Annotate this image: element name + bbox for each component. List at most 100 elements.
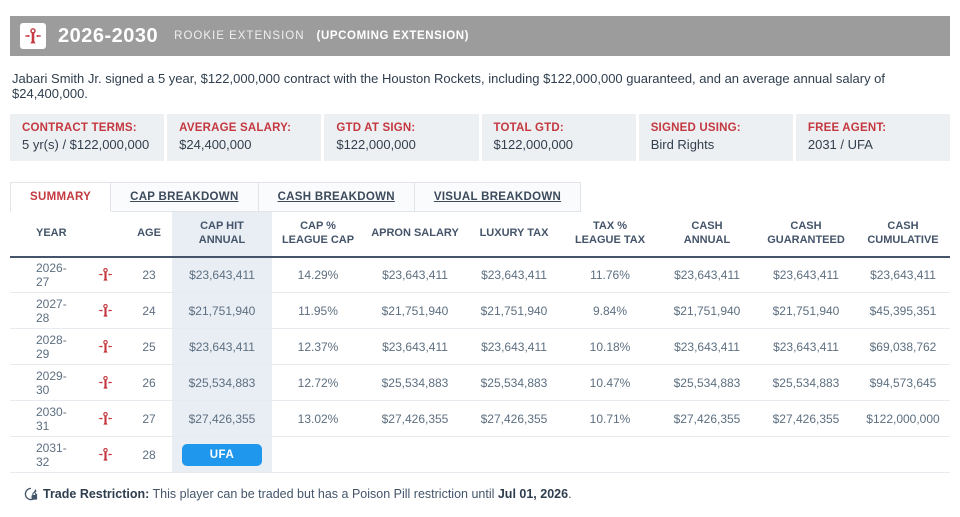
luxury-tax-cell: $25,534,883	[466, 364, 562, 401]
contract-summary-sentence: Jabari Smith Jr. signed a 5 year, $122,0…	[12, 71, 886, 101]
tax-pct-league-tax-cell: 10.47%	[562, 364, 658, 401]
term-value: $24,400,000	[179, 137, 252, 152]
tax-pct-league-tax-cell: 11.76%	[562, 256, 658, 293]
term-value: $122,000,000	[493, 137, 574, 152]
team-cell[interactable]	[84, 328, 126, 365]
team-cell[interactable]	[84, 256, 126, 293]
cap-pct-league-cap-cell: 11.95%	[272, 292, 364, 329]
cash-guaranteed-cell	[756, 436, 856, 473]
team-cell[interactable]	[84, 364, 126, 401]
cash-cumulative-cell: $45,395,351	[856, 292, 950, 329]
cash-cumulative-cell: $23,643,411	[856, 256, 950, 293]
tax-pct-league-tax-cell: 10.71%	[562, 400, 658, 437]
column-header-cap-hit-annual: CAP HIT ANNUAL	[172, 212, 272, 258]
tab-label: CASH BREAKDOWN	[277, 191, 395, 203]
term-box-gtd-at-sign: GTD AT SIGN: $122,000,000	[324, 114, 479, 161]
age-cell: 24	[126, 292, 172, 329]
trade-restriction-text: Trade Restriction: This player can be tr…	[43, 487, 572, 501]
term-value: Bird Rights	[650, 137, 715, 152]
apron-salary-cell	[364, 436, 466, 473]
tab-label: CAP BREAKDOWN	[130, 191, 239, 203]
column-header-tax-league-tax: TAX % LEAGUE TAX	[562, 212, 658, 258]
tab-visual-breakdown[interactable]: VISUAL BREAKDOWN	[414, 182, 582, 212]
table-header: YEAR AGE CAP HIT ANNUAL CAP % LEAGUE CAP APR…	[10, 212, 950, 258]
cash-guaranteed-cell: $27,426,355	[756, 400, 856, 437]
team-cell[interactable]	[84, 292, 126, 329]
table-row: 2028-29 25 $23,643,411 12.37% $23,643,411 $2…	[10, 328, 950, 365]
table-body: 2026-27 23 $23,643,411 14.29% $23,643,411 $2…	[10, 256, 950, 473]
term-label: SIGNED USING:	[650, 122, 741, 134]
apron-salary-cell: $25,534,883	[364, 364, 466, 401]
cash-annual-cell: $27,426,355	[658, 400, 756, 437]
contract-title-bar: 2026-2030 ROOKIE EXTENSION (UPCOMING EXT…	[10, 16, 950, 56]
tab-label: VISUAL BREAKDOWN	[433, 191, 562, 203]
cash-annual-cell: $23,643,411	[658, 256, 756, 293]
tax-pct-league-tax-cell: 9.84%	[562, 292, 658, 329]
contract-summary-table: YEAR AGE CAP HIT ANNUAL CAP % LEAGUE CAP APR…	[10, 212, 950, 473]
houston-rockets-logo	[98, 340, 112, 353]
ufa-badge[interactable]: UFA	[182, 443, 262, 466]
trade-restriction-lock-icon	[24, 487, 38, 501]
column-header-apron-salary: APRON SALARY	[364, 212, 466, 258]
cap-hit-cell: $23,643,411	[172, 328, 272, 365]
year-cell: 2027-28	[10, 292, 84, 329]
cash-guaranteed-cell: $23,643,411	[756, 328, 856, 365]
table-row: 2029-30 26 $25,534,883 12.72% $25,534,883 $2…	[10, 364, 950, 401]
luxury-tax-cell: $27,426,355	[466, 400, 562, 437]
houston-rockets-logo	[25, 28, 41, 44]
year-cell: 2030-31	[10, 400, 84, 437]
luxury-tax-cell: $21,751,940	[466, 292, 562, 329]
houston-rockets-logo	[98, 448, 112, 461]
term-box-average-salary: AVERAGE SALARY: $24,400,000	[167, 114, 322, 161]
houston-rockets-logo	[20, 23, 46, 49]
team-cell[interactable]	[84, 400, 126, 437]
column-header-cash-guaranteed: CASH GUARANTEED	[756, 212, 856, 258]
age-cell: 26	[126, 364, 172, 401]
year-cell: 2026-27	[10, 256, 84, 293]
tax-pct-league-tax-cell: 10.18%	[562, 328, 658, 365]
cash-guaranteed-cell: $25,534,883	[756, 364, 856, 401]
tab-cap-breakdown[interactable]: CAP BREAKDOWN	[111, 182, 259, 212]
cash-cumulative-cell: $122,000,000	[856, 400, 950, 437]
team-cell[interactable]	[84, 436, 126, 473]
year-cell: 2028-29	[10, 328, 84, 365]
cash-annual-cell: $25,534,883	[658, 364, 756, 401]
cash-cumulative-cell: $69,038,762	[856, 328, 950, 365]
term-value: 5 yr(s) / $122,000,000	[22, 137, 150, 152]
column-header-cash-cumulative: CASH CUMULATIVE	[856, 212, 950, 258]
contract-status-label: (UPCOMING EXTENSION)	[316, 30, 470, 42]
term-value: $122,000,000	[336, 137, 416, 152]
cash-annual-cell: $23,643,411	[658, 328, 756, 365]
tab-summary[interactable]: SUMMARY	[10, 182, 112, 212]
luxury-tax-cell: $23,643,411	[466, 328, 562, 365]
houston-rockets-logo	[98, 304, 112, 317]
cap-pct-league-cap-cell: 13.02%	[272, 400, 364, 437]
apron-salary-cell: $21,751,940	[364, 292, 466, 329]
apron-salary-cell: $27,426,355	[364, 400, 466, 437]
column-header-cap-league-cap: CAP % LEAGUE CAP	[272, 212, 364, 258]
luxury-tax-cell: $23,643,411	[466, 256, 562, 293]
contract-type-label: ROOKIE EXTENSION	[174, 30, 305, 42]
term-label: FREE AGENT:	[807, 122, 887, 134]
column-header-luxury-tax: LUXURY TAX	[466, 212, 562, 258]
cash-cumulative-cell: $94,573,645	[856, 364, 950, 401]
table-row: 2026-27 23 $23,643,411 14.29% $23,643,411 $2…	[10, 256, 950, 293]
cap-hit-cell: UFA	[172, 436, 272, 473]
cap-pct-league-cap-cell: 12.72%	[272, 364, 364, 401]
age-cell: 28	[126, 436, 172, 473]
apron-salary-cell: $23,643,411	[364, 328, 466, 365]
houston-rockets-logo	[98, 268, 112, 282]
apron-salary-cell: $23,643,411	[364, 256, 466, 293]
column-header-cash-annual: CASH ANNUAL	[658, 212, 756, 258]
cap-hit-cell: $27,426,355	[172, 400, 272, 437]
tab-label: SUMMARY	[30, 191, 92, 203]
age-cell: 25	[126, 328, 172, 365]
tab-cash-breakdown[interactable]: CASH BREAKDOWN	[258, 182, 415, 212]
age-cell: 23	[126, 256, 172, 293]
cash-cumulative-cell	[856, 436, 950, 473]
cap-hit-cell: $23,643,411	[172, 256, 272, 293]
houston-rockets-logo	[98, 412, 112, 425]
cap-hit-cell: $21,751,940	[172, 292, 272, 329]
table-row: 2031-32 28 UFA	[10, 436, 950, 473]
